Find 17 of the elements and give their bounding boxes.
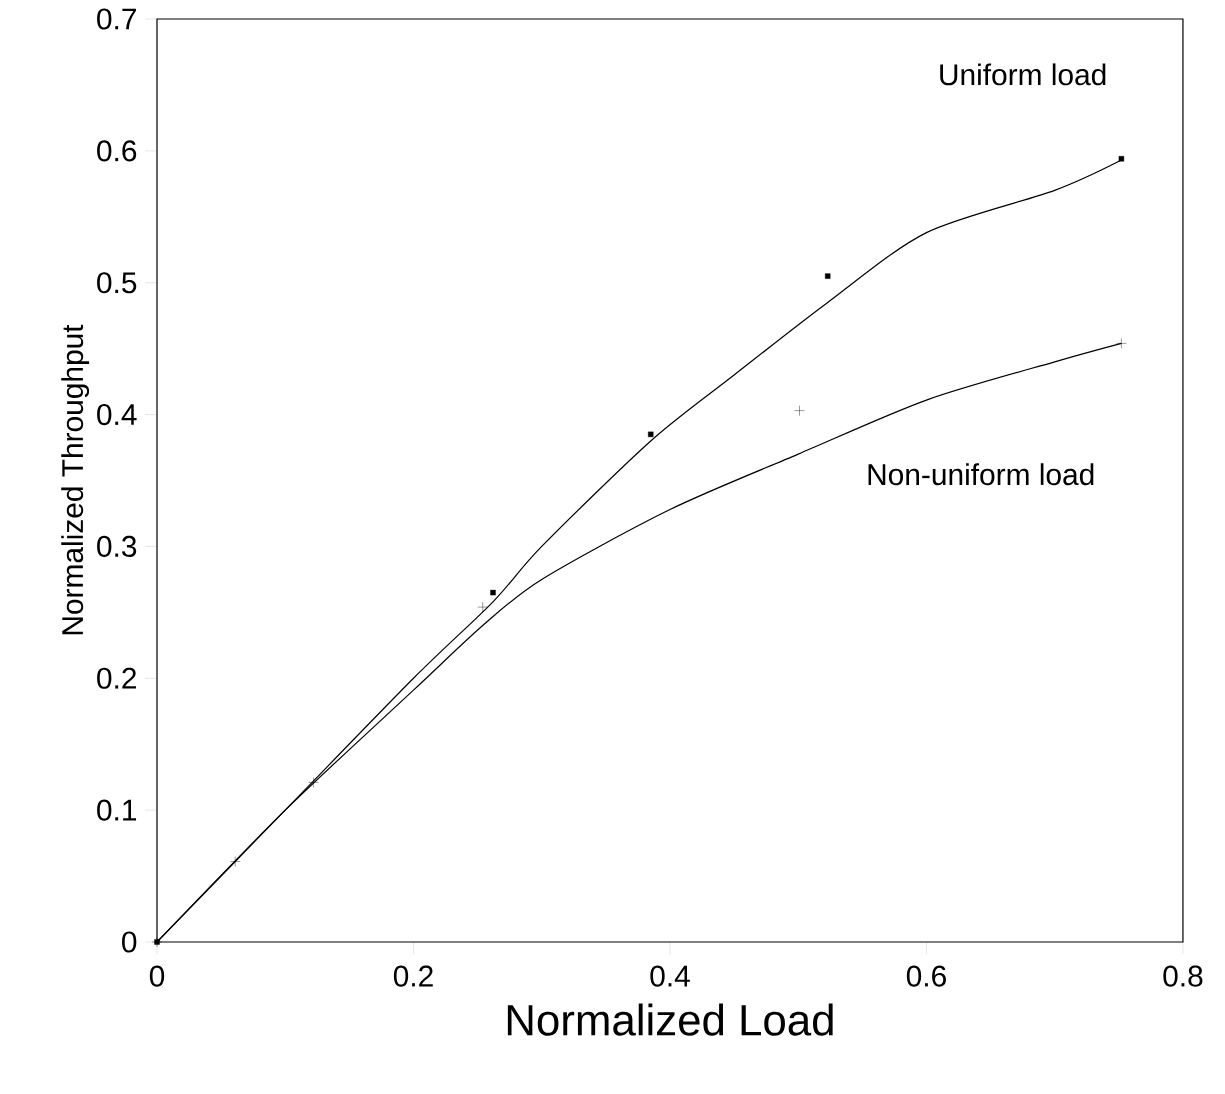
x-tick-label: 0.8 [1163,965,1203,987]
y-tick-label: 0 [122,931,137,953]
y-tick-label: 0.3 [97,535,137,558]
y-tick-label: 0.2 [97,667,136,689]
x-axis-title: Normalized Load [507,1003,833,1036]
x-tick-label: 0.2 [393,965,433,987]
y-tick-label: 0.1 [97,799,137,821]
y-tick-label: 0.5 [97,272,137,294]
annotation: Non-uniform load [868,463,1094,486]
y-tick-label: 0.6 [97,140,137,162]
y-tick-label: 0.7 [97,8,136,30]
y-axis-title: Normalized Throughput [61,324,90,635]
x-tick-label: 0 [149,965,165,987]
y-tick-label: 0.4 [97,403,137,426]
x-tick-label: 0.4 [650,965,690,987]
x-tick-label: 0.6 [906,965,946,987]
annotation: Uniform load [940,63,1106,86]
